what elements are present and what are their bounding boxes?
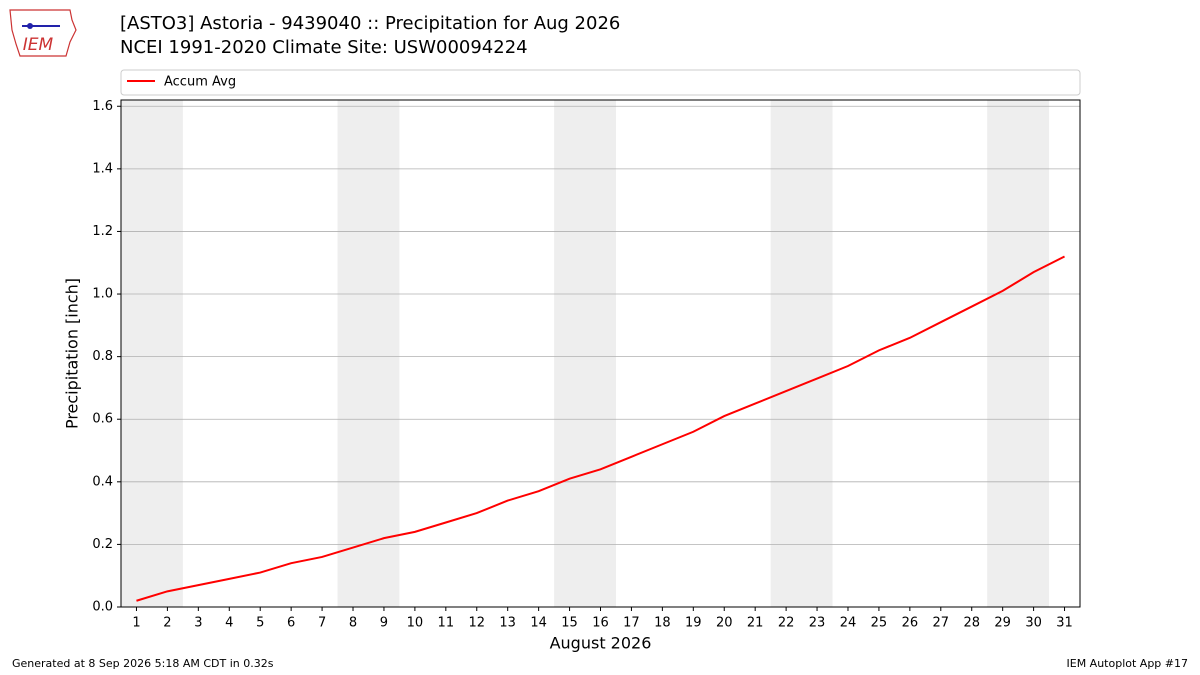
logo-dot — [27, 23, 33, 29]
x-tick-label: 28 — [963, 616, 980, 631]
x-tick-label: 15 — [561, 616, 578, 631]
x-tick-label: 27 — [933, 616, 950, 631]
y-tick-label: 1.2 — [92, 224, 113, 239]
x-tick-label: 1 — [132, 616, 140, 631]
footer-right: IEM Autoplot App #17 — [1067, 657, 1189, 670]
y-tick-label: 1.0 — [92, 287, 113, 302]
x-tick-label: 14 — [530, 616, 547, 631]
x-tick-label: 8 — [349, 616, 357, 631]
x-tick-label: 22 — [778, 616, 795, 631]
y-tick-label: 1.6 — [92, 99, 113, 114]
x-tick-label: 5 — [256, 616, 264, 631]
logo-outline — [9, 9, 77, 57]
x-tick-label: 10 — [407, 616, 424, 631]
legend-box — [120, 69, 1081, 96]
x-tick-label: 26 — [902, 616, 919, 631]
weekend-shade — [770, 100, 833, 607]
weekend-shade — [554, 100, 616, 607]
footer-left: Generated at 8 Sep 2026 5:18 AM CDT in 0… — [12, 657, 274, 670]
y-tick-label: 0.6 — [92, 412, 113, 427]
weekend-shade — [121, 100, 183, 607]
x-tick-label: 21 — [747, 616, 764, 631]
x-tick-label: 4 — [225, 616, 233, 631]
series-line — [136, 255, 1065, 602]
y-tick-label: 0.0 — [92, 600, 113, 615]
x-tick-label: 16 — [592, 616, 609, 631]
x-axis-label: August 2026 — [550, 634, 652, 653]
y-tick-label: 0.4 — [92, 474, 113, 489]
logo-text: IEM — [23, 35, 54, 55]
legend-label: Accum Avg — [164, 75, 236, 90]
y-tick-label: 0.2 — [92, 537, 113, 552]
y-axis-label: Precipitation [inch] — [63, 278, 82, 429]
x-tick-label: 23 — [809, 616, 826, 631]
weekend-shade — [337, 100, 400, 607]
plot-frame — [120, 99, 1081, 608]
chart-subtitle: NCEI 1991-2020 Climate Site: USW00094224 — [120, 37, 528, 58]
y-tick-label: 0.8 — [92, 349, 113, 364]
x-tick-label: 11 — [438, 616, 455, 631]
x-tick-label: 24 — [840, 616, 857, 631]
x-tick-label: 18 — [654, 616, 671, 631]
x-tick-label: 30 — [1025, 616, 1042, 631]
x-tick-label: 6 — [287, 616, 295, 631]
x-tick-label: 31 — [1056, 616, 1073, 631]
y-tick-label: 1.4 — [92, 161, 113, 176]
x-tick-label: 20 — [716, 616, 733, 631]
chart-title: [ASTO3] Astoria - 9439040 :: Precipitati… — [120, 13, 620, 34]
x-tick-label: 12 — [468, 616, 485, 631]
x-tick-label: 25 — [871, 616, 888, 631]
x-tick-label: 7 — [318, 616, 326, 631]
x-tick-label: 3 — [194, 616, 202, 631]
weekend-shade — [987, 100, 1050, 607]
x-tick-label: 19 — [685, 616, 702, 631]
x-tick-label: 9 — [380, 616, 388, 631]
x-tick-label: 13 — [499, 616, 516, 631]
x-tick-label: 17 — [623, 616, 640, 631]
x-tick-label: 2 — [163, 616, 171, 631]
logo: IEM — [9, 9, 77, 57]
x-tick-label: 29 — [994, 616, 1011, 631]
